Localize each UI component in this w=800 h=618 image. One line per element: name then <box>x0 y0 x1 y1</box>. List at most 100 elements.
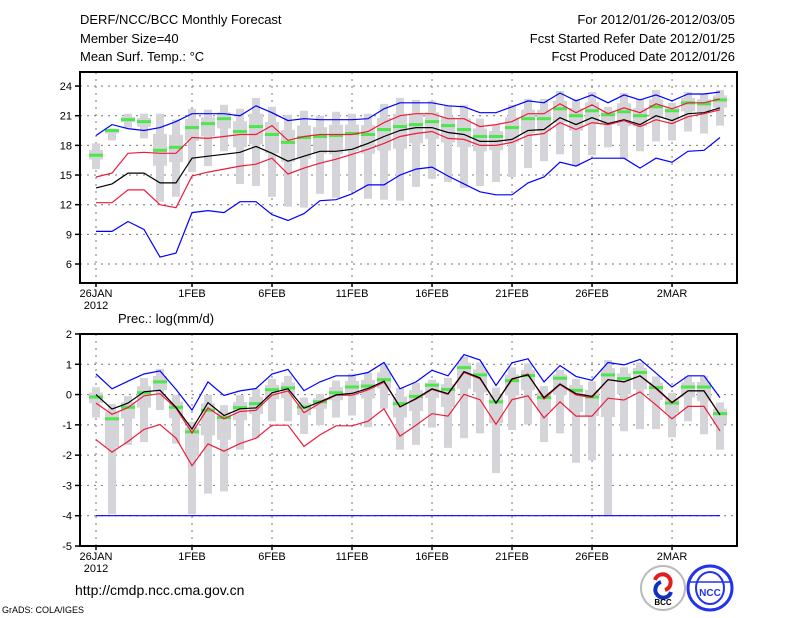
median-mark <box>441 387 456 391</box>
start-date: Fcst Started Refer Date 2012/01/25 <box>530 31 735 46</box>
whisker-bar <box>476 362 485 434</box>
y-tick-label: -5 <box>62 541 72 553</box>
whisker-bar <box>380 103 389 200</box>
whisker-bar <box>540 386 549 443</box>
website-url[interactable]: http://cmdp.ncc.cma.gov.cn <box>75 582 244 598</box>
y-tick-label: 9 <box>66 229 72 241</box>
y-tick-label: 24 <box>60 81 72 93</box>
x-tick-label: 26JAN <box>79 288 112 300</box>
median-mark <box>281 386 296 390</box>
whisker-bar <box>572 98 581 167</box>
series-line-mean <box>95 107 721 189</box>
ensemble-box <box>217 112 232 129</box>
median-mark <box>617 110 632 114</box>
ensemble-box <box>249 396 264 415</box>
median-mark <box>185 430 200 434</box>
median-mark <box>297 135 312 139</box>
ensemble-box <box>585 102 600 125</box>
ensemble-box <box>425 112 440 139</box>
median-mark <box>697 385 712 389</box>
whisker-bar <box>236 395 245 450</box>
median-mark <box>505 126 520 130</box>
median-mark <box>137 120 152 124</box>
median-mark <box>553 107 568 111</box>
median-mark <box>249 125 264 129</box>
ensemble-box <box>297 125 312 159</box>
whisker-bar <box>636 362 645 430</box>
whisker-bar <box>572 378 581 463</box>
y-tick-label: 18 <box>60 140 72 152</box>
median-mark <box>345 385 360 389</box>
whisker-bar <box>284 375 293 422</box>
median-mark <box>89 395 104 399</box>
x-tick-label: 11FEB <box>336 551 369 563</box>
whisker-bar <box>188 421 197 515</box>
median-mark <box>569 114 584 118</box>
bcc-logo: BCC <box>640 565 686 611</box>
median-mark <box>265 132 280 136</box>
series-line-blue-upper <box>95 353 721 412</box>
whisker-bar <box>140 377 149 443</box>
x-tick-label: 11FEB <box>336 288 369 300</box>
ensemble-box <box>585 389 600 416</box>
median-mark <box>377 378 392 382</box>
median-mark <box>393 125 408 129</box>
x-tick-label: 2MAR <box>657 551 688 563</box>
precip-panel-title: Prec.: log(mm/d) <box>118 311 214 326</box>
whisker-bar <box>108 128 117 141</box>
median-mark <box>601 373 616 377</box>
x-year-label: 2012 <box>84 300 108 312</box>
member-size: Member Size=40 <box>80 31 179 46</box>
median-mark <box>681 385 696 389</box>
whisker-bar <box>460 356 469 439</box>
median-mark <box>665 109 680 113</box>
whisker-bar <box>316 115 325 194</box>
x-tick-label: 1FEB <box>178 288 206 300</box>
variable-label: Mean Surf. Temp.: °C <box>80 49 204 64</box>
whisker-bar <box>412 382 421 445</box>
median-mark <box>105 417 120 421</box>
plot-frame <box>79 71 738 284</box>
series-line-red-lower <box>96 109 721 209</box>
median-mark <box>569 388 584 392</box>
median-mark <box>169 145 184 149</box>
median-mark <box>649 105 664 109</box>
x-tick-label: 26FEB <box>575 551 609 563</box>
whisker-bar <box>300 397 309 434</box>
bcc-logo-text: BCC <box>654 598 672 607</box>
whisker-bar <box>364 113 373 199</box>
ncc-logo-text: NCC <box>699 588 721 599</box>
y-tick-label: 0 <box>66 390 72 402</box>
ensemble-box <box>137 386 152 408</box>
x-tick-label: 6FEB <box>258 551 286 563</box>
ensemble-box <box>313 127 328 154</box>
whisker-bar <box>668 102 677 141</box>
whisker-bar <box>604 360 613 516</box>
median-mark <box>521 117 536 121</box>
median-mark <box>329 391 344 395</box>
ensemble-box <box>617 373 632 395</box>
ncc-logo: NCC <box>686 564 734 612</box>
median-mark <box>425 120 440 124</box>
ensemble-box <box>281 129 296 162</box>
y-tick-label: -2 <box>62 450 72 462</box>
whisker-bar <box>364 372 373 428</box>
whisker-bar <box>684 376 693 422</box>
x-tick-label: 16FEB <box>415 288 449 300</box>
median-mark <box>601 113 616 117</box>
ensemble-box <box>537 109 552 132</box>
ensemble-box <box>713 408 728 425</box>
median-mark <box>297 405 312 409</box>
median-mark <box>281 140 296 144</box>
ensemble-box <box>201 117 216 137</box>
median-mark <box>473 373 488 377</box>
ensemble-box <box>489 395 504 424</box>
median-mark <box>537 117 552 121</box>
x-tick-label: 26JAN <box>79 551 112 563</box>
ensemble-box <box>281 382 296 398</box>
ensemble-box <box>457 118 472 148</box>
ensemble-box <box>393 113 408 149</box>
median-mark <box>441 124 456 128</box>
whisker-bar <box>620 367 629 432</box>
